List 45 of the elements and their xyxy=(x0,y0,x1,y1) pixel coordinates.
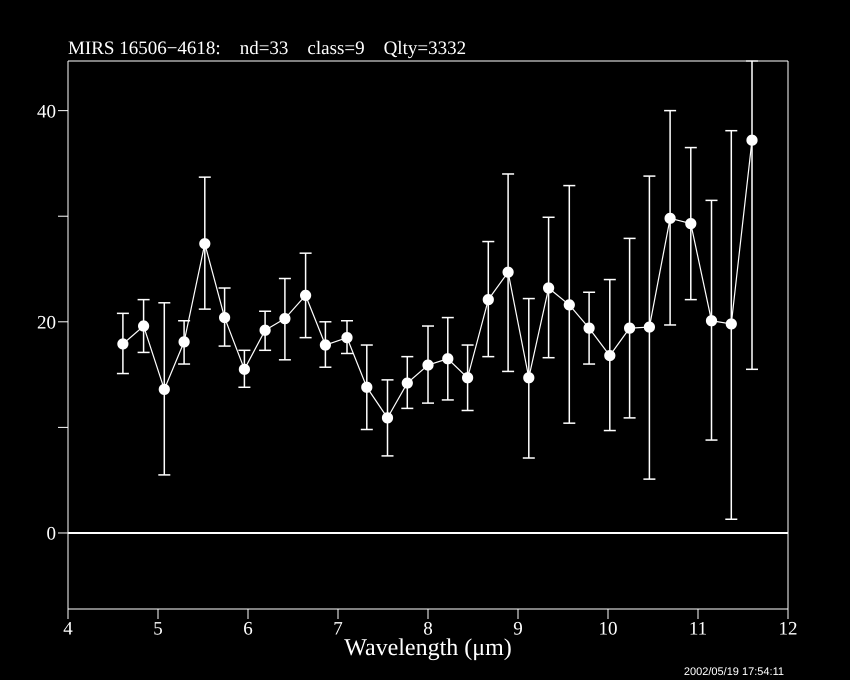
point xyxy=(746,134,758,146)
y-tick-label: 0 xyxy=(46,524,56,545)
point xyxy=(341,332,353,344)
x-tick-label: 6 xyxy=(243,618,253,640)
point xyxy=(279,313,290,324)
point xyxy=(726,318,737,330)
point xyxy=(706,315,718,326)
point xyxy=(523,372,534,384)
point xyxy=(482,294,494,306)
point xyxy=(685,218,696,230)
point xyxy=(238,364,250,375)
x-tick-label: 4 xyxy=(63,618,74,640)
point xyxy=(442,353,454,364)
x-tick-label: 12 xyxy=(778,618,798,640)
point xyxy=(664,212,676,224)
y-tick-label: 40 xyxy=(37,101,56,122)
point xyxy=(462,372,474,384)
x-tick-label: 9 xyxy=(513,618,523,640)
text: 2002/05/19 17:54:11 xyxy=(684,666,784,678)
point xyxy=(422,359,434,371)
point xyxy=(502,266,514,278)
x-tick-label: 11 xyxy=(688,618,708,640)
point xyxy=(178,336,190,348)
point xyxy=(644,321,655,333)
x-tick-label: 10 xyxy=(598,618,618,640)
point xyxy=(219,312,230,324)
point xyxy=(260,324,271,336)
point xyxy=(117,338,128,350)
x-tick-label: 7 xyxy=(333,618,343,640)
point xyxy=(361,382,372,393)
point xyxy=(382,412,394,424)
point xyxy=(320,339,331,351)
point xyxy=(300,290,312,302)
point xyxy=(564,299,575,311)
point xyxy=(624,322,636,334)
point xyxy=(138,320,150,332)
point xyxy=(584,322,595,334)
chart-title: MIRS 16506−4618: nd=33 class=9 Qlty=3332 xyxy=(68,38,466,60)
point xyxy=(402,377,413,389)
point xyxy=(199,238,210,250)
point xyxy=(543,282,554,294)
point xyxy=(604,350,616,362)
x-tick-label: 5 xyxy=(153,618,163,640)
y-tick-label: 20 xyxy=(37,312,56,334)
point xyxy=(158,384,170,395)
